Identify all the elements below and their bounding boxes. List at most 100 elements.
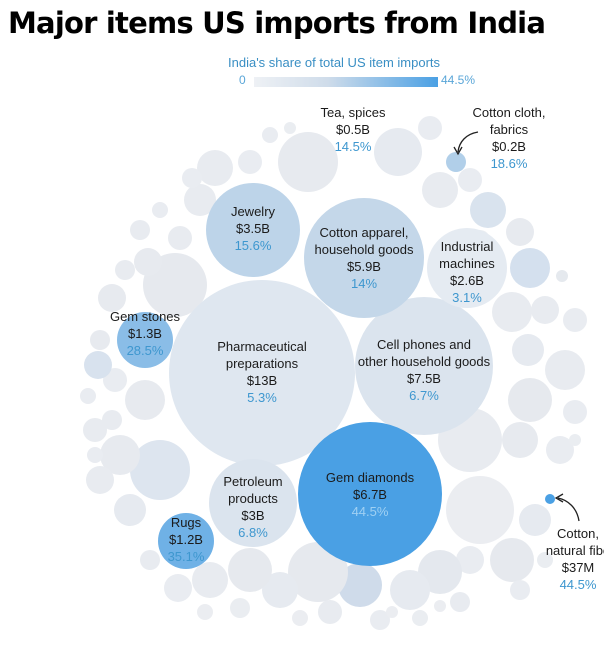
bubble-labels: Pharmaceutical preparations $13B 5.3% Cell p…: [110, 105, 604, 592]
bubble-label-name-cotton-natural-fiber: Cotton,: [557, 526, 599, 541]
bubble-label-name-pharmaceutical-preparations: preparations: [226, 356, 299, 371]
bubble-label-name-cotton-cloth-fabrics: fabrics: [490, 122, 529, 137]
legend-title: India's share of total US item imports: [228, 55, 441, 70]
bubble-jewelry: [206, 183, 300, 277]
bubble-label-name-pharmaceutical-preparations: Pharmaceutical: [217, 339, 307, 354]
arrow-cotton-cloth: [457, 131, 479, 153]
bubble-label-name-tea-spices: Tea, spices: [320, 105, 386, 120]
filler-bubble: [531, 296, 559, 324]
filler-bubble: [102, 410, 122, 430]
bubble-label-name-petroleum-products: products: [228, 491, 278, 506]
filler-bubble: [502, 422, 538, 458]
bubble-label-name-gem-diamonds: Gem diamonds: [326, 470, 415, 485]
filler-bubble: [537, 552, 553, 568]
bubble-label-share-rugs: 35.1%: [168, 549, 205, 564]
bubble-label-share-petroleum-products: 6.8%: [238, 525, 268, 540]
filler-bubble: [90, 330, 110, 350]
bubble-label-value-cotton-apparel-household-goods: $5.9B: [347, 259, 381, 274]
annotation-arrows: [453, 131, 580, 522]
filler-bubble: [100, 435, 140, 475]
legend-min-label: 0: [239, 73, 246, 87]
filler-bubble: [374, 128, 422, 176]
arrow-head-cotton-fiber: [554, 493, 564, 503]
bubble-label-name-cell-phones-and-other-household-goods: other household goods: [358, 354, 491, 369]
filler-bubble: [197, 604, 213, 620]
chart-title: Major items US imports from India: [8, 6, 546, 40]
filler-bubble: [556, 270, 568, 282]
filler-bubble: [83, 418, 107, 442]
bubble-label-value-cotton-natural-fiber: $37M: [562, 560, 595, 575]
bubble-label-value-jewelry: $3.5B: [236, 221, 270, 236]
filler-bubble: [80, 388, 96, 404]
filler-bubble: [192, 562, 228, 598]
arrow-cotton-fiber: [557, 497, 580, 522]
filler-bubble: [418, 116, 442, 140]
filler-bubble: [456, 546, 484, 574]
filler-bubble: [450, 592, 470, 612]
filler-bubble: [510, 248, 550, 288]
filler-bubble: [390, 570, 430, 610]
filler-bubble: [152, 202, 168, 218]
filler-bubble: [284, 122, 296, 134]
filler-bubble: [563, 400, 587, 424]
bubble-label-name-jewelry: Jewelry: [231, 204, 276, 219]
bubble-rugs: [158, 513, 214, 569]
filler-bubble: [510, 580, 530, 600]
filler-bubble: [506, 218, 534, 246]
filler-bubble: [140, 550, 160, 570]
bubble-cotton-apparel-household-goods: [304, 198, 424, 318]
filler-bubble: [168, 226, 192, 250]
filler-bubble: [130, 440, 190, 500]
filler-bubble: [434, 600, 446, 612]
filler-bubble: [569, 434, 581, 446]
bubble-label-share-cell-phones-and-other-household-goods: 6.7%: [409, 388, 439, 403]
bubble-label-share-gem-diamonds: 44.5%: [352, 504, 389, 519]
bubble-label-share-industrial-machines: 3.1%: [452, 290, 482, 305]
bubble-label-share-jewelry: 15.6%: [235, 238, 272, 253]
filler-bubble: [262, 127, 278, 143]
filler-bubble: [512, 334, 544, 366]
bubble-label-name-cotton-apparel-household-goods: household goods: [314, 242, 414, 257]
filler-bubble: [230, 598, 250, 618]
bubble-label-value-industrial-machines: $2.6B: [450, 273, 484, 288]
filler-bubble: [422, 172, 458, 208]
bubble-label-name-industrial-machines: machines: [439, 256, 495, 271]
filler-bubble: [292, 610, 308, 626]
bubble-gem-stones: [117, 312, 173, 368]
filler-bubble: [318, 600, 342, 624]
filler-bubble: [545, 350, 585, 390]
filler-bubble: [338, 563, 382, 607]
filler-bubble: [418, 550, 462, 594]
bubble-label-name-gem-stones: Gem stones: [110, 309, 181, 324]
filler-bubble: [130, 220, 150, 240]
bubble-label-share-cotton-natural-fiber: 44.5%: [560, 577, 597, 592]
filler-bubble: [103, 368, 127, 392]
filler-bubble: [238, 150, 262, 174]
filler-bubble: [98, 284, 126, 312]
bubble-label-name-cotton-cloth-fabrics: Cotton cloth,: [473, 105, 546, 120]
bubble-cotton-cloth-fabrics: [446, 152, 466, 172]
bubble-label-share-pharmaceutical-preparations: 5.3%: [247, 390, 277, 405]
filler-bubble: [115, 260, 135, 280]
bubble-label-name-cotton-natural-fiber: natural fibe: [546, 543, 604, 558]
bubble-label-value-rugs: $1.2B: [169, 532, 203, 547]
filler-bubble: [125, 380, 165, 420]
bubble-label-share-gem-stones: 28.5%: [127, 343, 164, 358]
filler-bubble: [114, 494, 146, 526]
bubble-petroleum-products: [209, 459, 297, 547]
filler-bubble: [458, 168, 482, 192]
filler-bubble: [412, 610, 428, 626]
arrow-head-cotton-cloth: [453, 146, 463, 156]
bubble-label-value-gem-diamonds: $6.7B: [353, 487, 387, 502]
bubble-industrial-machines: [427, 228, 507, 308]
bubble-cotton-natural-fiber: [545, 494, 555, 504]
filler-bubble: [546, 436, 574, 464]
filler-bubble: [86, 466, 114, 494]
filler-bubble: [492, 292, 532, 332]
item-bubbles: [117, 152, 555, 569]
filler-bubble: [519, 504, 551, 536]
filler-bubble: [262, 572, 298, 608]
filler-bubble: [182, 168, 202, 188]
bubble-label-share-tea-spices: 14.5%: [335, 139, 372, 154]
